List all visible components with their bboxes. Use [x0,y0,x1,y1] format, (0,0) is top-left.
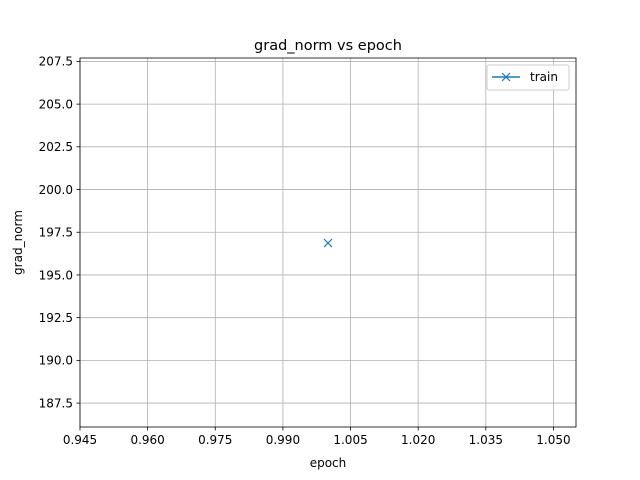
plot-frame [79,57,577,428]
x-tick-label: 0.975 [198,433,232,447]
y-tick-label: 190.0 [39,354,73,368]
y-tick-label: 192.5 [39,311,73,325]
x-tick-label: 1.050 [536,433,570,447]
x-tick-label: 0.990 [266,433,300,447]
legend-box [486,64,570,91]
x-tick-label: 1.020 [401,433,435,447]
legend-marker [501,72,511,82]
y-tick-label: 200.0 [39,183,73,197]
chart-title: grad_norm vs epoch [254,38,402,54]
y-axis-label: grad_norm [11,210,25,275]
x-tick-label: 0.960 [130,433,164,447]
y-axis-ticks: 187.5 190.0 192.5 195.0 197.5 200.0 202.5 205.0… [39,55,80,410]
data-point-stroke [323,238,333,248]
legend-label-train: train [530,70,558,84]
data-point [323,238,333,248]
y-tick-label: 205.0 [39,97,73,111]
y-tick-label: 195.0 [39,268,73,282]
legend-marker-stroke [501,72,511,82]
y-tick-label: 202.5 [39,140,73,154]
legend-x-marker [501,72,511,82]
x-tick-label: 1.035 [469,433,503,447]
x-axis-label: epoch [310,456,347,470]
legend: train [486,64,570,91]
plot-marks [323,238,333,248]
y-tick-label: 187.5 [39,396,73,410]
x-axis-ticks: 0.945 0.960 0.975 0.990 1.005 1.020 1.035 1.050 [63,427,571,447]
grid [79,58,576,427]
x-tick-label: 1.005 [333,433,367,447]
y-tick-label: 207.5 [39,55,73,69]
y-tick-label: 197.5 [39,226,73,240]
x-tick-label: 0.945 [63,433,97,447]
